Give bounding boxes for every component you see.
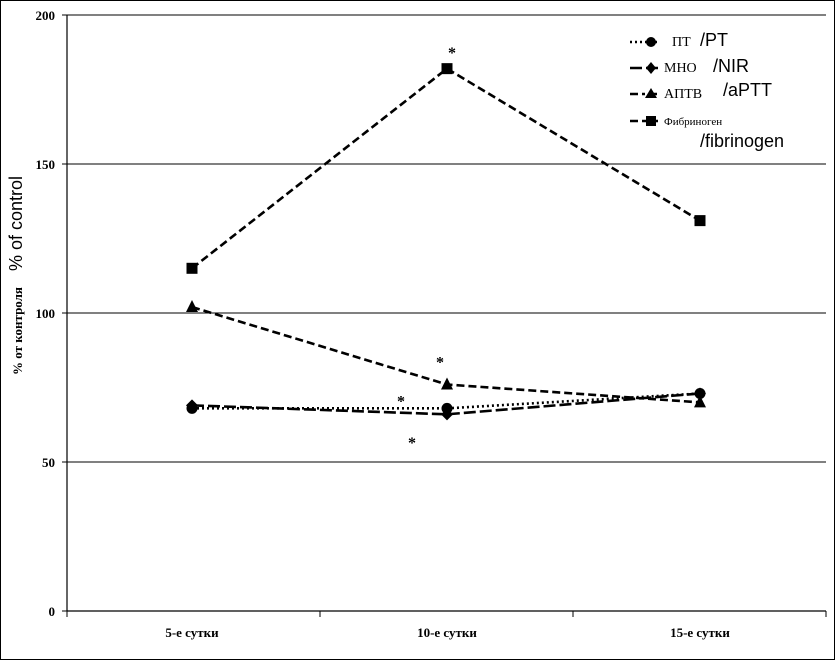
series-line-square <box>191 67 701 270</box>
data-point-triangle <box>694 395 706 408</box>
y-tick-label: 200 <box>36 8 56 23</box>
data-point-circle <box>186 402 198 414</box>
significance-star: * <box>408 435 416 452</box>
legend-marker-triangle <box>645 88 657 98</box>
y-axis-label-en: % of control <box>6 176 26 271</box>
x-ticks: 5-е сутки 10-е сутки 15-е сутки <box>66 611 827 640</box>
legend-entry-nir: МНО /NIR <box>630 56 749 76</box>
legend-label-fibrinogen-ru: Фибриноген <box>664 116 722 128</box>
x-tick-label: 5-е сутки <box>165 625 219 640</box>
legend-label-fibrinogen-en: /fibrinogen <box>700 131 784 151</box>
legend-label-nir-en: /NIR <box>713 56 749 76</box>
data-point-square <box>694 215 706 227</box>
y-tick-label: 150 <box>36 157 56 172</box>
y-ticks: 0 50 100 150 200 <box>36 8 67 619</box>
legend-entry-fibrinogen: Фибриноген /fibrinogen <box>630 116 784 151</box>
legend-label-nir-ru: МНО <box>664 61 697 76</box>
legend-marker-diamond <box>646 62 656 74</box>
data-point-triangle <box>441 377 453 390</box>
data-point-triangle <box>186 300 198 313</box>
legend-marker-square <box>646 116 656 126</box>
series <box>186 63 706 421</box>
significance-markers: * * * * <box>397 45 456 452</box>
legend-label-aptt-en: /aPTT <box>723 80 772 100</box>
significance-star: * <box>436 355 444 372</box>
gridlines <box>67 14 826 463</box>
legend-entry-aptt: АПТВ /aPTT <box>630 80 772 102</box>
significance-star: * <box>448 45 456 62</box>
y-tick-label: 0 <box>49 604 56 619</box>
legend-entry-pt: ПТ /PT <box>630 30 728 50</box>
y-axis-label: % от контроля % of control <box>6 176 26 375</box>
legend-label-pt-ru: ПТ <box>672 35 691 50</box>
significance-star: * <box>397 393 405 410</box>
legend-marker-circle <box>646 37 656 47</box>
legend-label-aptt-ru: АПТВ <box>664 87 702 102</box>
data-point-circle <box>441 402 453 414</box>
legend-label-pt-en: /PT <box>700 30 728 50</box>
y-tick-label: 100 <box>36 306 56 321</box>
y-axis-label-ru: % от контроля <box>10 287 25 375</box>
x-tick-label: 15-е сутки <box>670 625 730 640</box>
data-point-square <box>186 262 198 274</box>
data-point-circle <box>694 387 706 399</box>
x-tick-label: 10-е сутки <box>417 625 477 640</box>
y-tick-label: 50 <box>42 455 55 470</box>
legend: ПТ /PT МНО /NIR АПТВ /aPTT Фибриноген /f… <box>630 30 784 151</box>
data-point-square <box>441 63 453 75</box>
